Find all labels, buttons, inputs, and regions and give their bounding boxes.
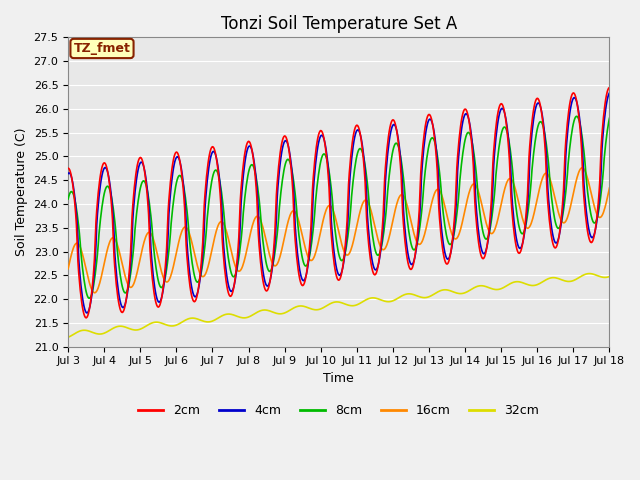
X-axis label: Time: Time [323, 372, 354, 385]
Text: TZ_fmet: TZ_fmet [74, 42, 131, 55]
Legend: 2cm, 4cm, 8cm, 16cm, 32cm: 2cm, 4cm, 8cm, 16cm, 32cm [133, 399, 544, 422]
Title: Tonzi Soil Temperature Set A: Tonzi Soil Temperature Set A [221, 15, 457, 33]
Y-axis label: Soil Temperature (C): Soil Temperature (C) [15, 128, 28, 256]
